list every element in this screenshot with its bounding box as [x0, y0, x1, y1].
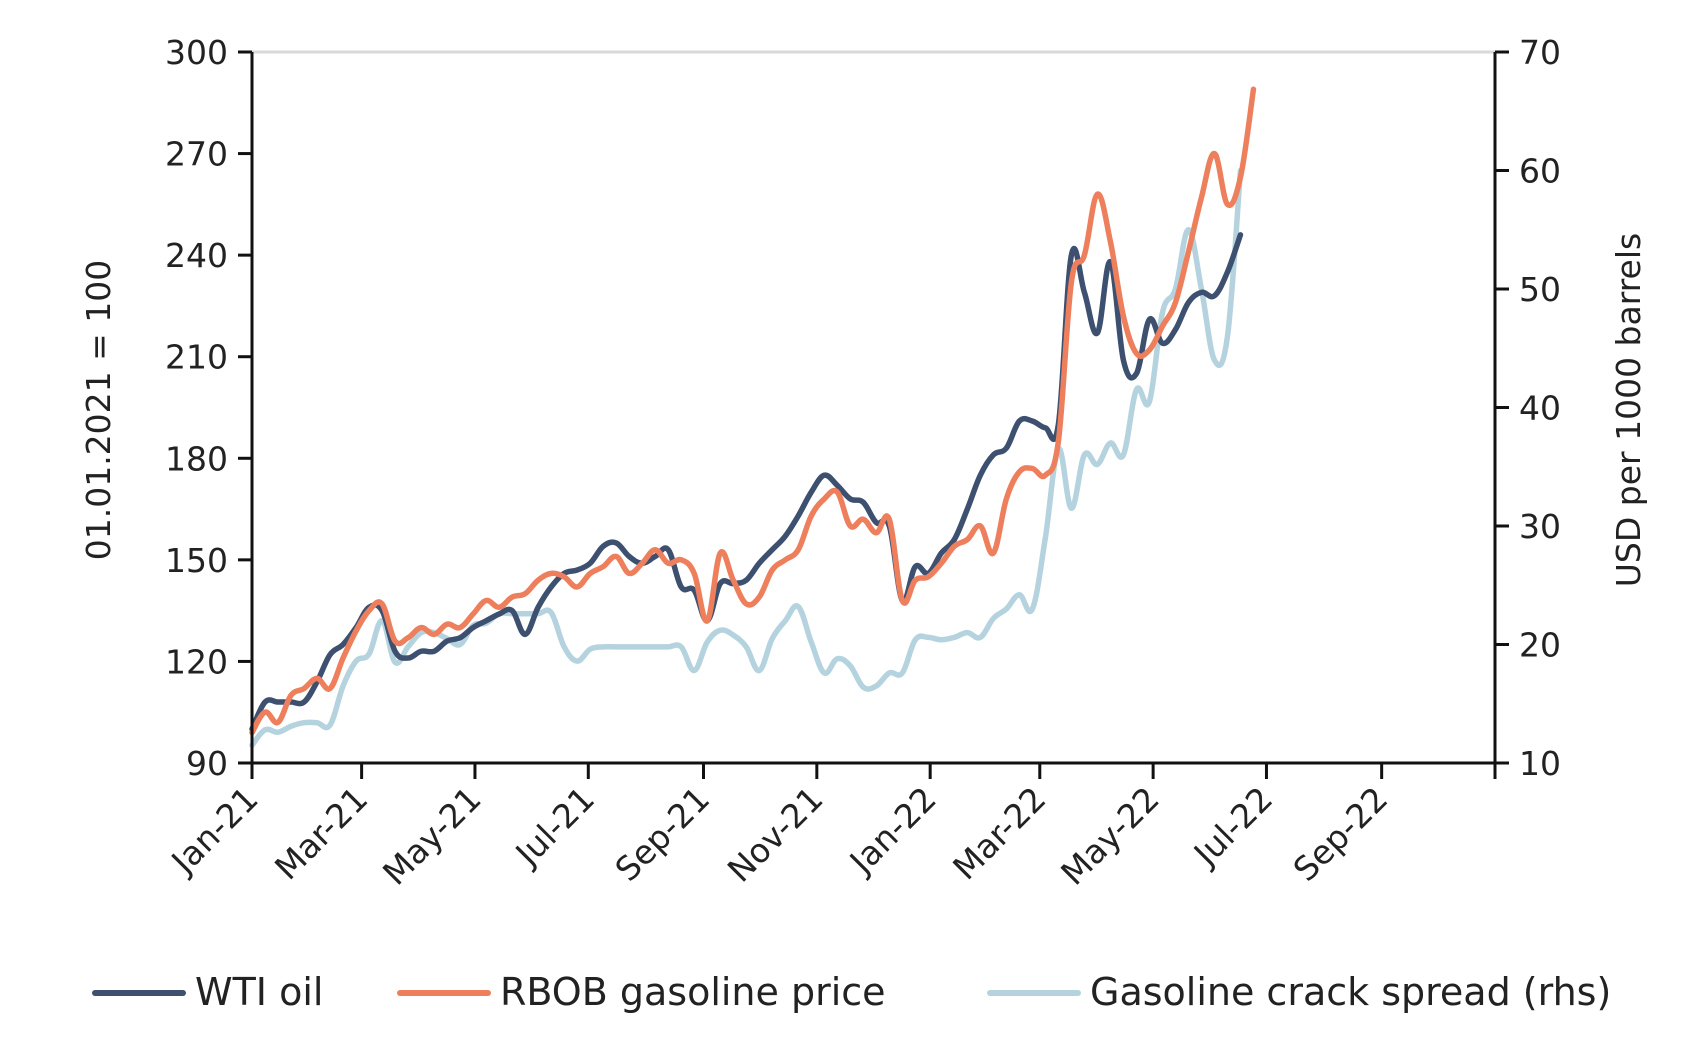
x-tick-label: Jul-22	[1185, 779, 1280, 874]
series-layer	[249, 86, 1257, 748]
y-right-tick-label: 60	[1519, 152, 1561, 191]
series-line-wti-oil	[249, 232, 1244, 732]
y-left-tick-label: 120	[165, 642, 228, 681]
x-tick-label: Sep-22	[1286, 779, 1396, 889]
x-tick-label: Jan-21	[163, 779, 266, 882]
y-right-tick-label: 50	[1519, 270, 1561, 309]
y-right-tick-label: 20	[1519, 626, 1561, 665]
y-right-tick-label: 40	[1519, 389, 1561, 428]
axes-layer: 90 120 150 180 210 240 270 300 10 20 30 40 50 60 70 Jan…	[163, 33, 1561, 893]
y-right-tick-label: 70	[1519, 33, 1561, 72]
legend: WTI oil RBOB gasoline price Gasoline crack…	[92, 970, 1611, 1014]
y-right-tick-label: 30	[1519, 507, 1561, 546]
x-tick-label: Mar-21	[267, 779, 375, 887]
x-tick-label: Jan-22	[841, 779, 944, 882]
x-tick-label: Mar-22	[945, 779, 1053, 887]
series-line-rbob-gasoline-price	[249, 86, 1257, 736]
x-tick-label: Jul-21	[507, 779, 602, 874]
legend-label: WTI oil	[195, 970, 323, 1014]
x-tick-label: Sep-21	[607, 779, 717, 889]
y-left-tick-label: 90	[186, 744, 228, 783]
y-left-tick-label: 300	[165, 33, 228, 72]
x-tick-label: Nov-21	[720, 779, 831, 890]
x-tick-label: May-21	[375, 779, 489, 893]
y-left-tick-label: 180	[165, 439, 228, 478]
y-right-tick-label: 10	[1519, 744, 1561, 783]
legend-label: RBOB gasoline price	[500, 970, 886, 1014]
y-left-tick-label: 210	[165, 338, 228, 377]
legend-label: Gasoline crack spread (rhs)	[1090, 970, 1611, 1014]
y-left-tick-label: 240	[165, 236, 228, 275]
x-tick-label: May-22	[1053, 779, 1167, 893]
y-right-axis-title: USD per 1000 barrels	[1609, 233, 1648, 587]
y-left-tick-label: 270	[165, 135, 228, 174]
y-left-tick-label: 150	[165, 541, 228, 580]
series-line-gasoline-crack-spread-rhs	[249, 167, 1244, 748]
y-left-axis-title: 01.01.2021 = 100	[79, 260, 118, 561]
